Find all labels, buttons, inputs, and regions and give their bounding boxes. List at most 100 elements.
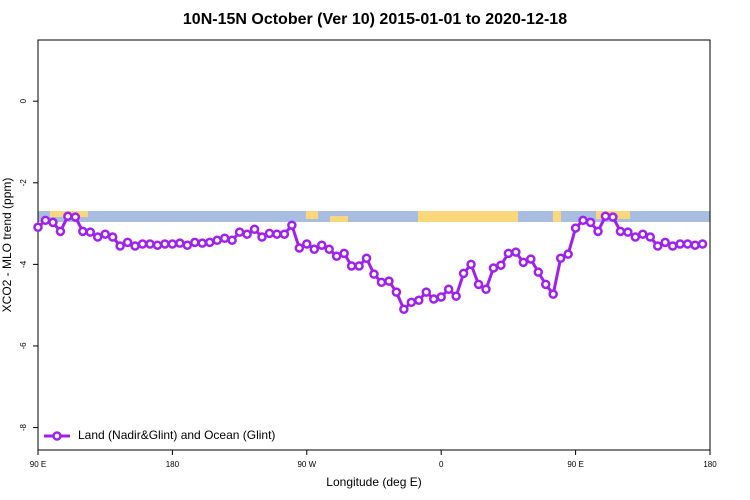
point (667, 241, 678, 251)
point (585, 217, 596, 228)
x-axis-label: Longitude (deg E) (326, 475, 421, 489)
point (361, 253, 372, 264)
point (548, 289, 558, 299)
point (533, 267, 544, 277)
point (384, 276, 394, 286)
point (145, 239, 155, 249)
point (152, 240, 163, 250)
ocean-band (38, 211, 710, 222)
point (399, 304, 409, 315)
y-tick-label: -2 (19, 179, 28, 187)
point (600, 211, 611, 221)
point (346, 261, 357, 271)
point (608, 212, 618, 222)
point (227, 235, 237, 246)
point (615, 226, 626, 237)
point (697, 239, 708, 249)
point (324, 244, 334, 255)
point (570, 223, 581, 233)
point (682, 239, 693, 249)
point (376, 277, 387, 288)
x-tick-label: 90 E (567, 460, 583, 469)
point (690, 240, 700, 250)
land-patch (306, 211, 318, 219)
point (406, 297, 417, 308)
point (414, 295, 424, 306)
point (264, 228, 275, 239)
point (443, 284, 454, 295)
point (496, 260, 506, 270)
point (593, 226, 603, 237)
point (130, 241, 140, 251)
point (219, 233, 230, 244)
y-axis-label: XCO2 - MLO trend (ppm) (0, 178, 14, 313)
point (645, 232, 656, 242)
point (511, 247, 521, 257)
point (563, 249, 573, 259)
point (302, 239, 312, 249)
point (242, 229, 252, 239)
point (212, 235, 222, 246)
point (555, 253, 566, 264)
point (451, 291, 461, 301)
point (182, 240, 193, 250)
point (540, 279, 551, 290)
point (122, 237, 133, 248)
point (175, 238, 185, 248)
point (339, 248, 349, 259)
x-tick-label: 0 (439, 460, 444, 469)
y-tick-label: -8 (19, 423, 28, 431)
point (279, 229, 290, 239)
point (48, 217, 58, 228)
point (257, 232, 267, 242)
point (309, 244, 320, 255)
point (652, 241, 663, 251)
point (63, 211, 73, 221)
point (92, 232, 103, 242)
point (100, 229, 110, 239)
point (354, 261, 364, 271)
point (70, 212, 81, 222)
point (78, 226, 88, 237)
point (660, 237, 670, 248)
point (481, 284, 491, 295)
point (55, 226, 66, 237)
point (488, 263, 499, 273)
legend-marker (52, 431, 62, 441)
point (160, 239, 170, 249)
point (40, 215, 51, 226)
plot-frame (37, 39, 711, 451)
point (85, 227, 96, 237)
point (518, 257, 529, 268)
x-tick-label: 180 (703, 460, 717, 469)
legend-label: Land (Nadir&Glint) and Ocean (Glint) (78, 428, 275, 442)
point (675, 239, 685, 249)
point (197, 238, 208, 248)
point (503, 248, 514, 259)
point (391, 287, 402, 297)
point (331, 251, 342, 261)
y-tick-label: -6 (19, 342, 28, 350)
point (287, 220, 297, 230)
point (421, 287, 432, 297)
y-tick-label: 0 (19, 98, 28, 103)
land-patch (418, 211, 518, 222)
point (33, 222, 43, 233)
point (249, 224, 260, 235)
point (369, 269, 379, 279)
point (638, 229, 648, 239)
land-patch (330, 216, 348, 222)
x-tick-label: 90 W (297, 460, 316, 469)
point (190, 237, 200, 248)
point (107, 232, 118, 242)
y-tick-label: -4 (19, 260, 28, 268)
point (137, 239, 148, 249)
point (436, 292, 446, 302)
point (578, 215, 588, 226)
chart-title: 10N-15N October (Ver 10) 2015-01-01 to 2… (183, 11, 567, 28)
point (272, 229, 282, 239)
point (458, 268, 469, 279)
point (526, 254, 536, 264)
